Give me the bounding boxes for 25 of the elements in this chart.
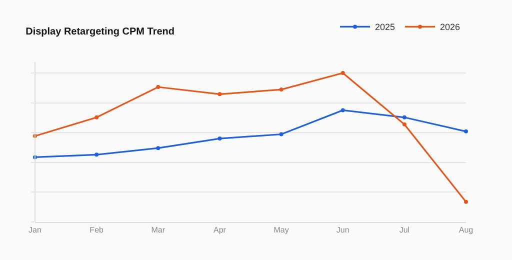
point xyxy=(279,88,284,92)
point xyxy=(279,132,284,136)
x-tick-label: Feb xyxy=(90,226,104,235)
point xyxy=(402,122,406,126)
x-tick-label: Jun xyxy=(336,226,350,235)
point xyxy=(94,115,99,120)
point xyxy=(218,92,222,96)
point xyxy=(464,200,468,204)
x-tick-label: Mar xyxy=(151,226,166,235)
point xyxy=(218,136,222,141)
point xyxy=(156,146,160,150)
point xyxy=(464,129,468,134)
point xyxy=(340,108,345,112)
x-tick-label: Apr xyxy=(213,226,226,235)
point xyxy=(156,85,160,90)
x-tick-label: May xyxy=(274,226,289,235)
point xyxy=(402,115,406,120)
point xyxy=(94,152,99,157)
x-tick-label: Jul xyxy=(399,226,410,235)
legend-label: 2025 xyxy=(375,22,396,32)
point xyxy=(340,71,345,75)
chart-title: Display Retargeting CPM Trend xyxy=(26,26,175,38)
legend-label: 2026 xyxy=(440,22,460,32)
x-tick-label: Aug xyxy=(458,226,474,235)
x-tick-label: Jan xyxy=(28,226,42,235)
